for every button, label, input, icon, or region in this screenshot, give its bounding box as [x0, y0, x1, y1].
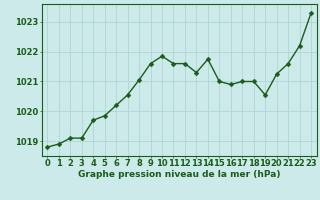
- X-axis label: Graphe pression niveau de la mer (hPa): Graphe pression niveau de la mer (hPa): [78, 170, 280, 179]
